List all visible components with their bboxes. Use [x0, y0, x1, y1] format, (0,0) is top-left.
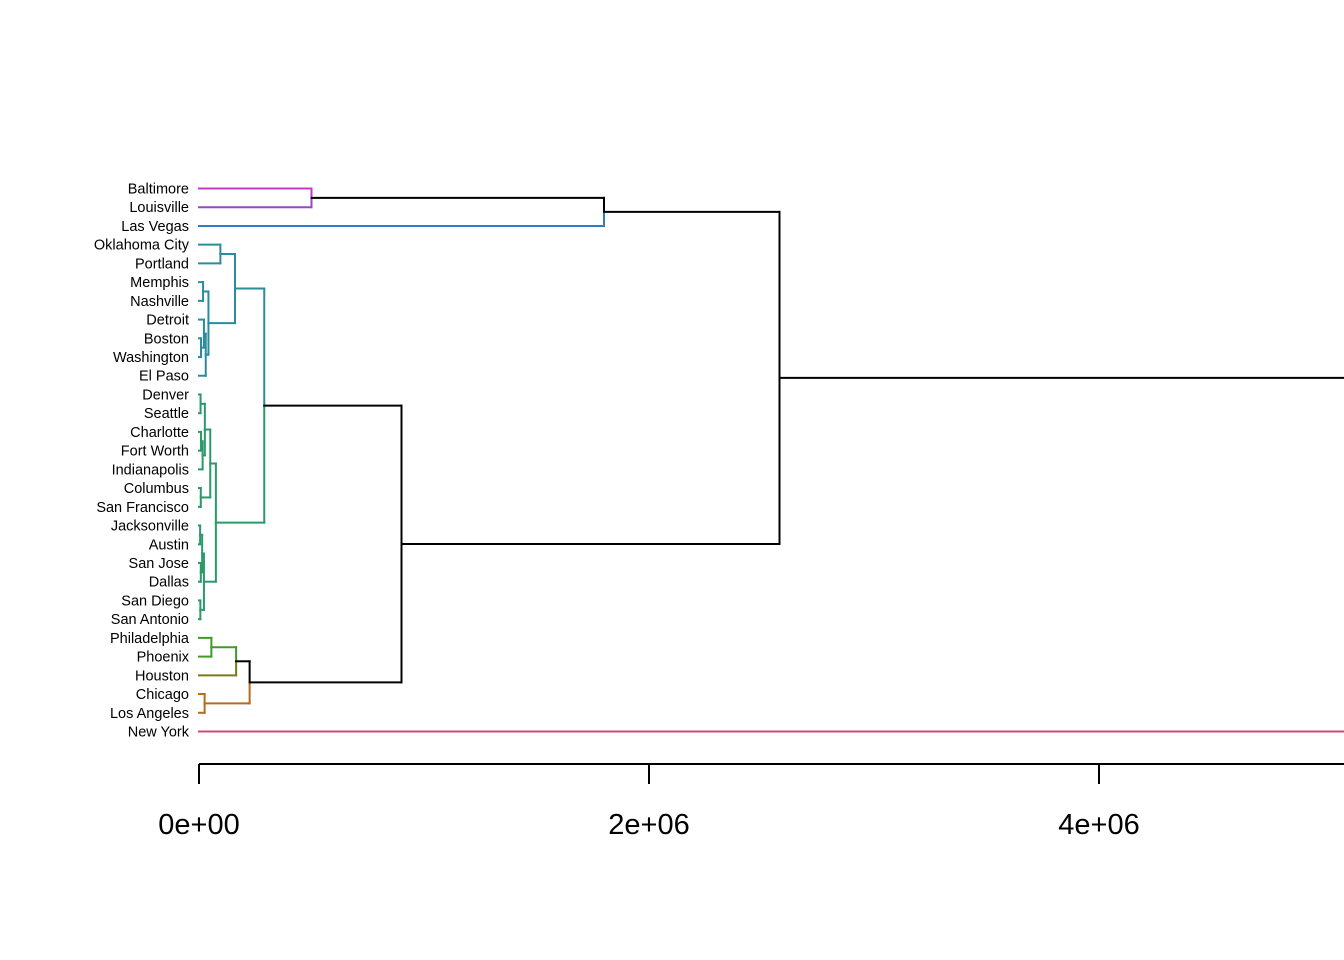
leaf-labels: Baltimore Louisville Las Vegas Oklahoma Cit… [94, 182, 190, 741]
leaf-label: Fort Worth [121, 444, 189, 460]
leaf-label: Baltimore [128, 182, 189, 198]
leaf-label: Phoenix [137, 650, 190, 666]
leaf-label: San Diego [121, 593, 189, 609]
leaf-label: Seattle [144, 406, 189, 422]
leaf-label: Houston [135, 668, 189, 684]
x-axis-tick-label: 0e+00 [158, 809, 239, 841]
leaf-label: Austin [149, 537, 189, 553]
leaf-label: Portland [135, 256, 189, 272]
leaf-label: San Francisco [96, 500, 189, 516]
leaf-label: Boston [144, 331, 189, 347]
leaf-label: Detroit [146, 313, 189, 329]
leaf-label: El Paso [139, 369, 189, 385]
leaf-label: Columbus [124, 481, 189, 497]
leaf-label: Charlotte [130, 425, 189, 441]
leaf-label: Las Vegas [121, 219, 189, 235]
leaf-label: Memphis [130, 275, 189, 291]
leaf-label: Denver [142, 387, 189, 403]
leaf-label: San Antonio [111, 612, 189, 628]
leaf-label: Oklahoma City [94, 238, 190, 254]
dendrogram-branches [198, 187, 1344, 733]
leaf-label: Chicago [136, 687, 189, 703]
leaf-label: New York [128, 725, 190, 741]
leaf-label: Los Angeles [110, 706, 189, 722]
leaf-label: Indianapolis [112, 462, 189, 478]
x-axis-tick-label: 4e+06 [1058, 809, 1139, 841]
leaf-label: Washington [113, 350, 189, 366]
leaf-label: Dallas [149, 575, 189, 591]
x-axis-tick-label: 2e+06 [608, 809, 689, 841]
leaf-label: Jacksonville [111, 519, 189, 535]
leaf-label: Louisville [129, 200, 189, 216]
leaf-label: San Jose [129, 556, 189, 572]
leaf-label: Philadelphia [110, 631, 190, 647]
leaf-label: Nashville [130, 294, 189, 310]
